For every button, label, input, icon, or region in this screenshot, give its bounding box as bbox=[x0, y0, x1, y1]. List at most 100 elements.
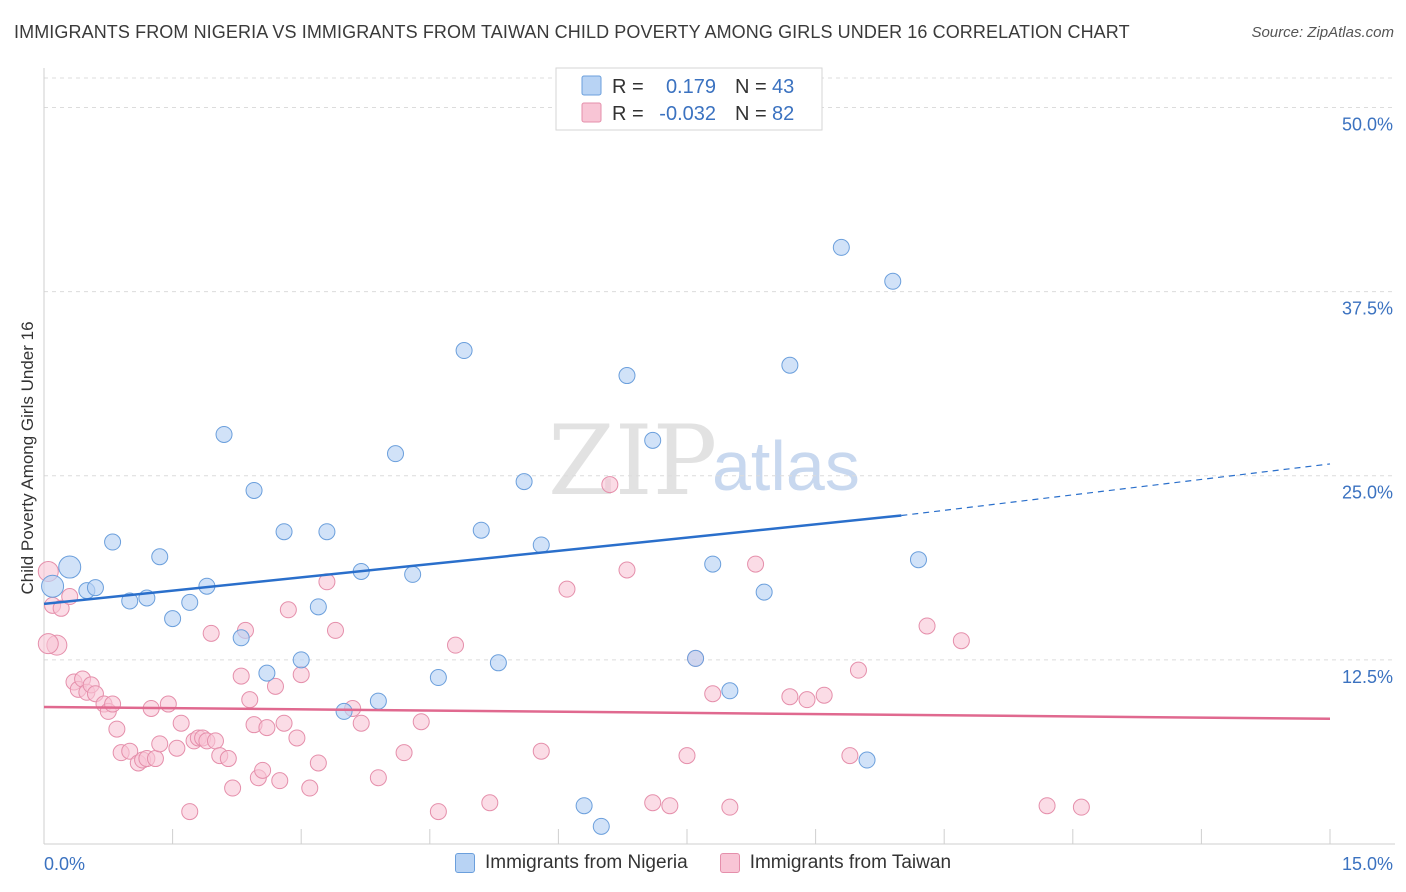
point-taiwan-3 bbox=[52, 599, 70, 617]
point-nigeria-14 bbox=[258, 664, 276, 682]
point-taiwan-65 bbox=[644, 794, 662, 812]
point-taiwan-21 bbox=[146, 750, 164, 768]
point-taiwan-24 bbox=[168, 739, 186, 757]
point-nigeria-13 bbox=[245, 481, 263, 499]
point-taiwan-77 bbox=[918, 617, 936, 635]
legend-n-label-taiwan: N = bbox=[735, 103, 767, 125]
point-nigeria-5 bbox=[121, 592, 139, 610]
point-nigeria-42 bbox=[909, 551, 927, 569]
point-taiwan-22 bbox=[151, 735, 169, 753]
point-taiwan-70 bbox=[721, 798, 739, 816]
point-taiwan-60 bbox=[481, 794, 499, 812]
point-taiwan-36 bbox=[232, 667, 250, 685]
point-taiwan-73 bbox=[798, 691, 816, 709]
stats-legend: R = 0.179 N = 43 R = -0.032 N = 82 bbox=[555, 67, 823, 131]
bottom-legend-label-taiwan: Immigrants from Taiwan bbox=[749, 852, 952, 873]
bottom-legend-swatch-nigeria bbox=[454, 853, 475, 873]
legend-r-value-taiwan: -0.032 bbox=[659, 103, 716, 125]
bottom-legend-swatch-taiwan bbox=[719, 853, 740, 873]
point-taiwan-72 bbox=[781, 688, 799, 706]
point-taiwan-49 bbox=[301, 779, 319, 797]
point-taiwan-67 bbox=[678, 747, 696, 765]
point-nigeria-16 bbox=[292, 651, 310, 669]
legend-n-value-taiwan: 82 bbox=[772, 103, 794, 125]
trend-line-nigeria bbox=[43, 514, 902, 606]
point-nigeria-11 bbox=[215, 425, 233, 443]
point-taiwan-64 bbox=[618, 561, 636, 579]
point-nigeria-18 bbox=[318, 523, 336, 541]
point-taiwan-55 bbox=[369, 769, 387, 787]
series-taiwan bbox=[37, 476, 1090, 821]
point-nigeria-0 bbox=[41, 574, 65, 598]
y-tick-label-0: 12.5% bbox=[1342, 667, 1393, 687]
y-axis-title: Child Poverty Among Girls Under 16 bbox=[18, 321, 37, 594]
point-nigeria-17 bbox=[309, 598, 327, 616]
point-nigeria-3 bbox=[86, 579, 104, 597]
x-tick-label-1: 15.0% bbox=[1342, 854, 1393, 874]
y-tick-label-1: 25.0% bbox=[1342, 483, 1393, 503]
legend-swatch-nigeria bbox=[581, 75, 602, 96]
point-taiwan-63 bbox=[601, 476, 619, 494]
point-taiwan-50 bbox=[309, 754, 327, 772]
trend-lines bbox=[43, 463, 1331, 721]
point-taiwan-74 bbox=[815, 686, 833, 704]
point-taiwan-47 bbox=[288, 729, 306, 747]
point-nigeria-21 bbox=[369, 692, 387, 710]
point-taiwan-42 bbox=[258, 719, 276, 737]
point-taiwan-26 bbox=[181, 803, 199, 821]
point-taiwan-57 bbox=[412, 713, 430, 731]
point-taiwan-48 bbox=[292, 666, 310, 684]
point-taiwan-71 bbox=[747, 555, 765, 573]
point-nigeria-40 bbox=[858, 751, 876, 769]
point-taiwan-44 bbox=[271, 772, 289, 790]
point-nigeria-28 bbox=[515, 473, 533, 491]
point-nigeria-33 bbox=[644, 431, 662, 449]
point-nigeria-24 bbox=[429, 669, 447, 687]
point-nigeria-30 bbox=[575, 797, 593, 815]
point-nigeria-22 bbox=[387, 445, 405, 463]
point-taiwan-54 bbox=[352, 714, 370, 732]
watermark-atlas: atlas bbox=[712, 427, 860, 505]
point-taiwan-75 bbox=[841, 747, 859, 765]
bottom-legend-taiwan: Immigrants from Taiwan bbox=[719, 852, 952, 874]
point-nigeria-8 bbox=[164, 610, 182, 628]
point-taiwan-52 bbox=[326, 621, 344, 639]
point-taiwan-56 bbox=[395, 744, 413, 762]
point-taiwan-66 bbox=[661, 797, 679, 815]
source-credit: Source: ZipAtlas.com bbox=[1251, 24, 1394, 41]
y-tick-label-2: 37.5% bbox=[1342, 299, 1393, 319]
point-nigeria-29 bbox=[532, 536, 550, 554]
watermark: ZIP atlas bbox=[548, 405, 860, 517]
point-taiwan-59 bbox=[447, 636, 465, 654]
point-taiwan-69 bbox=[704, 685, 722, 703]
point-taiwan-79 bbox=[1038, 797, 1056, 815]
point-nigeria-34 bbox=[687, 649, 705, 667]
point-taiwan-25 bbox=[172, 714, 190, 732]
point-taiwan-34 bbox=[219, 750, 237, 768]
point-nigeria-1 bbox=[58, 555, 82, 579]
point-nigeria-25 bbox=[455, 342, 473, 360]
point-taiwan-45 bbox=[275, 714, 293, 732]
point-taiwan-76 bbox=[849, 661, 867, 679]
series-nigeria bbox=[41, 238, 927, 835]
bottom-legend-nigeria: Immigrants from Nigeria bbox=[454, 852, 688, 874]
point-taiwan-23 bbox=[159, 695, 177, 713]
trend-line-taiwan bbox=[43, 705, 1331, 721]
point-taiwan-35 bbox=[224, 779, 242, 797]
point-nigeria-19 bbox=[335, 702, 353, 720]
bottom-legend-label-nigeria: Immigrants from Nigeria bbox=[484, 852, 688, 873]
point-nigeria-36 bbox=[721, 682, 739, 700]
point-nigeria-9 bbox=[181, 593, 199, 611]
point-nigeria-32 bbox=[618, 367, 636, 385]
grid bbox=[44, 77, 1395, 661]
legend-r-label-taiwan: R = bbox=[612, 103, 644, 125]
point-taiwan-78 bbox=[952, 632, 970, 650]
x-tick-label-0: 0.0% bbox=[44, 854, 85, 874]
point-nigeria-26 bbox=[472, 521, 490, 539]
point-taiwan-41 bbox=[254, 761, 272, 779]
chart-title: IMMIGRANTS FROM NIGERIA VS IMMIGRANTS FR… bbox=[14, 22, 1130, 42]
point-taiwan-38 bbox=[241, 691, 259, 709]
point-taiwan-62 bbox=[558, 580, 576, 598]
legend-r-value-nigeria: 0.179 bbox=[666, 76, 716, 98]
